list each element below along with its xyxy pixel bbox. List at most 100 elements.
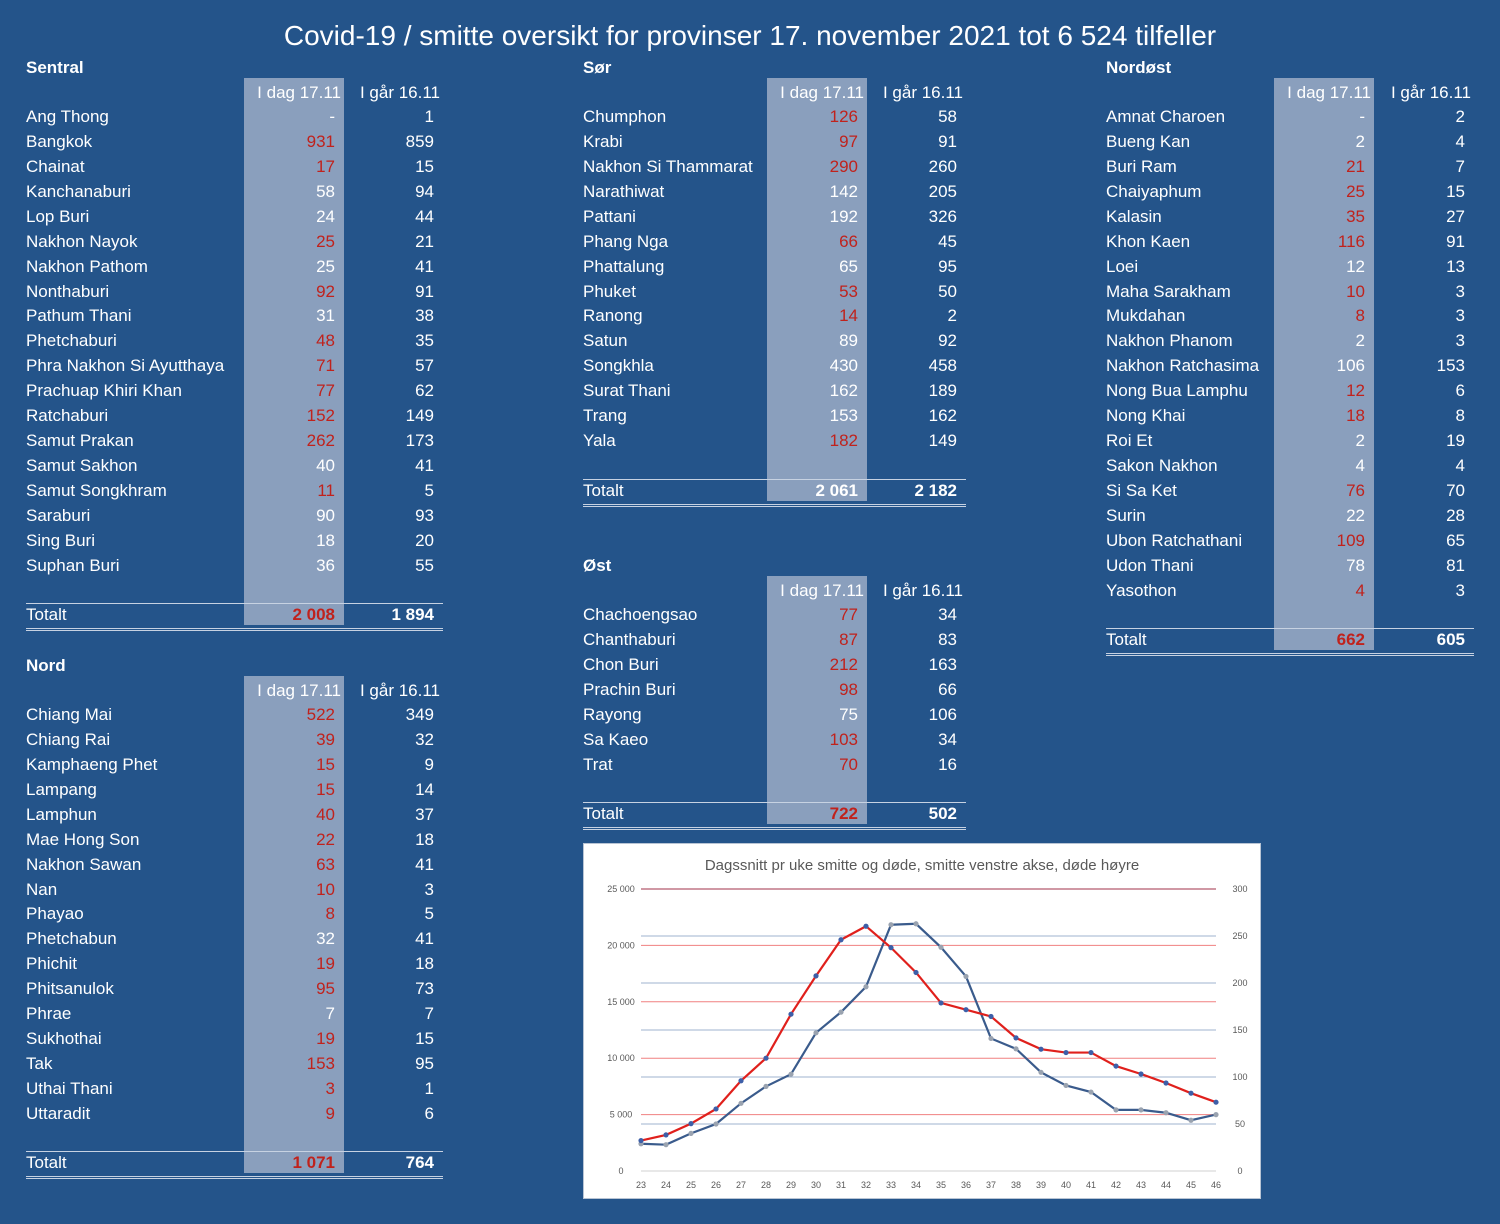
series-point-left (938, 1000, 944, 1006)
yesterday-count: 163 (928, 654, 957, 674)
today-count: 430 (829, 356, 858, 376)
table-row: Sukhothai 19 15 (26, 1029, 443, 1054)
province-name: Phang Nga (583, 231, 669, 251)
yesterday-count: 3 (1455, 331, 1465, 351)
today-count: 10 (1346, 281, 1365, 301)
table-row: Nong Bua Lamphu 12 6 (1106, 381, 1474, 406)
table-row: Amnat Charoen - 2 (1106, 107, 1474, 132)
region-title: Øst (583, 556, 612, 575)
table-row: Sing Buri 18 20 (26, 531, 443, 556)
today-column-highlight (767, 576, 867, 824)
today-count: 152 (306, 406, 335, 426)
y-right-tick-label: 50 (1235, 1119, 1245, 1129)
total-today: 1 071 (292, 1153, 335, 1172)
table-row: Roi Et 2 19 (1106, 431, 1474, 456)
yesterday-count: 2 (947, 306, 957, 326)
column-header-today: I dag 17.11 (780, 581, 864, 600)
today-column-highlight (244, 78, 344, 625)
today-count: 18 (316, 530, 335, 550)
today-count: 40 (316, 456, 335, 476)
series-point-left (1088, 1049, 1094, 1056)
total-yesterday: 502 (928, 804, 957, 823)
province-name: Mae Hong Son (26, 829, 140, 849)
series-point-right (1013, 1046, 1019, 1052)
today-count: 25 (316, 256, 335, 276)
today-count: 103 (829, 729, 858, 749)
today-count: 2 (1355, 131, 1365, 151)
x-tick-label: 46 (1211, 1180, 1221, 1190)
province-name: Phuket (583, 281, 636, 301)
region-nord: Nord I dag 17.11 I går 16.11 Chiang Mai 522 3… (26, 656, 443, 1179)
yesterday-count: 3 (424, 879, 434, 899)
chart-title: Dagssnitt pr uke smitte og døde, smitte … (705, 857, 1139, 874)
table-row: Pattani 192 326 (583, 207, 966, 232)
province-name: Ranong (583, 306, 643, 326)
series-point-left (688, 1121, 694, 1127)
today-count: 2 (1355, 331, 1365, 351)
series-point-right (813, 1030, 819, 1036)
province-name: Nakhon Phanom (1106, 331, 1233, 351)
yesterday-count: 326 (928, 206, 957, 226)
total-today: 2 008 (292, 605, 335, 624)
yesterday-count: 162 (928, 406, 957, 426)
total-separator-line (583, 479, 966, 480)
x-tick-label: 43 (1136, 1180, 1146, 1190)
yesterday-count: 458 (928, 356, 957, 376)
table-row: Krabi 97 91 (583, 132, 966, 157)
today-count: 14 (839, 306, 858, 326)
today-count: 77 (316, 381, 335, 401)
province-name: Ubon Ratchathani (1106, 530, 1243, 550)
yesterday-count: 95 (415, 1054, 434, 1074)
region-nordost: Nordøst I dag 17.11 I går 16.11 Amnat Charo… (1106, 58, 1474, 656)
yesterday-count: 349 (405, 705, 434, 724)
yesterday-count: 3 (1455, 281, 1465, 301)
table-row: Chachoengsao 77 34 (583, 605, 966, 630)
yesterday-count: 73 (415, 979, 434, 999)
total-double-underline (26, 628, 443, 631)
today-count: 17 (316, 156, 335, 176)
column-header-today: I dag 17.11 (780, 83, 864, 102)
table-row: Mae Hong Son 22 18 (26, 830, 443, 855)
today-count: 109 (1336, 530, 1365, 550)
yesterday-count: 4 (1455, 131, 1465, 151)
table-row: Phang Nga 66 45 (583, 232, 966, 257)
province-name: Pathum Thani (26, 306, 132, 326)
province-name: Nakhon Pathom (26, 256, 148, 276)
series-point-right (938, 944, 944, 950)
today-count: 142 (829, 181, 858, 201)
y-left-tick-label: 25 000 (607, 884, 635, 894)
total-today: 722 (829, 804, 858, 823)
total-label: Totalt (583, 481, 624, 500)
yesterday-count: 32 (415, 729, 434, 749)
table-row: Sa Kaeo 103 34 (583, 730, 966, 755)
series-point-right (963, 973, 969, 980)
province-name: Samut Songkhram (26, 480, 167, 500)
series-point-right (788, 1071, 794, 1077)
yesterday-count: 41 (415, 256, 434, 276)
x-tick-label: 40 (1061, 1180, 1071, 1190)
x-tick-label: 29 (786, 1180, 796, 1190)
series-point-left (913, 969, 919, 976)
yesterday-count: 3 (1455, 580, 1465, 600)
province-name: Rayong (583, 704, 642, 724)
province-name: Chon Buri (583, 654, 659, 674)
x-tick-label: 31 (836, 1180, 846, 1190)
x-tick-label: 33 (886, 1180, 896, 1190)
province-name: Samut Sakhon (26, 456, 138, 476)
province-name: Lamphun (26, 804, 97, 824)
region-title: Sentral (26, 58, 84, 77)
yesterday-count: 15 (415, 156, 434, 176)
yesterday-count: 1 (424, 107, 434, 126)
table-row: Nan 10 3 (26, 880, 443, 905)
table-row: Pathum Thani 31 38 (26, 306, 443, 331)
x-tick-label: 26 (711, 1180, 721, 1190)
series-line-left (640, 924, 1217, 1142)
table-row: Mukdahan 8 3 (1106, 306, 1474, 331)
table-row: Lampang 15 14 (26, 780, 443, 805)
column-header-today: I dag 17.11 (1287, 83, 1371, 102)
yesterday-count: 65 (1446, 530, 1465, 550)
province-name: Tak (26, 1054, 53, 1074)
province-name: Nakhon Si Thammarat (583, 156, 753, 176)
series-point-right (988, 1035, 994, 1042)
province-name: Lop Buri (26, 206, 90, 226)
